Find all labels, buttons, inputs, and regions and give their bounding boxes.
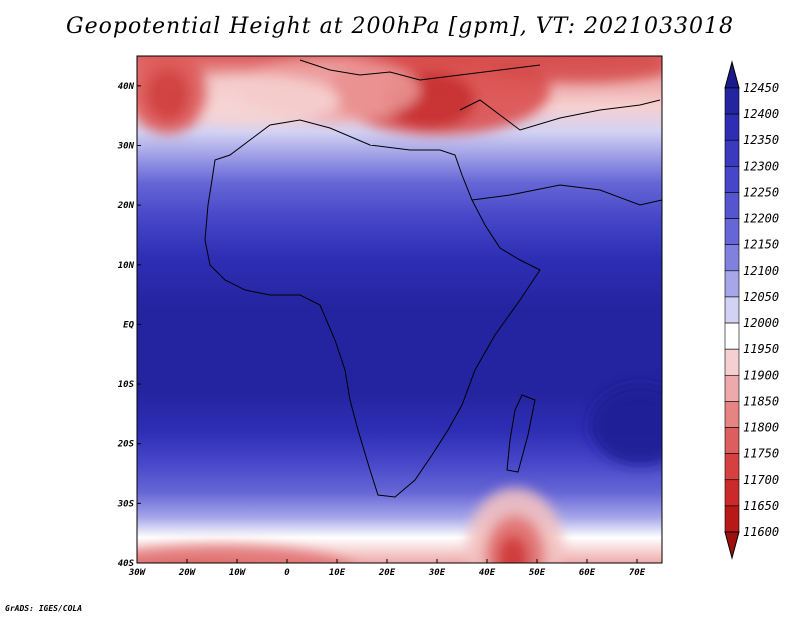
lon-tick-label: 10E <box>329 568 346 578</box>
colorbar-label: 12300 <box>743 159 779 173</box>
colorbar-swatch <box>724 166 740 193</box>
map-title: Geopotential Height at 200hPa [gpm], VT:… <box>66 14 734 39</box>
colorbar-max-arrow <box>724 60 740 89</box>
colorbar-min-arrow <box>724 531 740 560</box>
colorbar-swatch <box>724 348 740 376</box>
colorbar-swatch <box>724 244 740 272</box>
colorbar-swatch <box>724 296 740 324</box>
colorbar-label: 11650 <box>743 499 779 513</box>
colorbar-label: 12050 <box>743 290 779 304</box>
colorbar-swatch <box>724 218 740 246</box>
colorbar-label: 11950 <box>743 342 779 356</box>
colorbar: 12450 12400 12350 12300 12250 12200 12150 12100… <box>724 60 779 560</box>
lon-tick-label: 0 <box>284 568 290 578</box>
colorbar-swatch <box>724 401 740 428</box>
colorbar-swatch <box>724 139 740 167</box>
lat-tick-label: 10S <box>118 380 135 390</box>
lon-tick-label: 20W <box>178 568 197 578</box>
colorbar-label: 11600 <box>743 525 779 539</box>
plot-frame <box>136 55 663 564</box>
lat-tick-label: 40S <box>118 559 135 569</box>
colorbar-label: 12150 <box>743 238 779 252</box>
lat-tick-label: 30S <box>117 499 135 509</box>
lon-tick-label: 50E <box>529 568 546 578</box>
colorbar-label: 12350 <box>743 133 779 147</box>
colorbar-swatch <box>724 505 740 533</box>
colorbar-swatch <box>724 113 740 141</box>
colorbar-swatch <box>724 479 740 507</box>
coastlines <box>204 59 662 498</box>
colorbar-label: 12000 <box>743 316 779 330</box>
axis-ticks: 30W 20W 10W 0 10E 20E 30E 40E 50E 60E 70E 40N 30N 20N… <box>117 82 646 578</box>
colorbar-swatch <box>724 322 740 350</box>
colorbar-swatch <box>724 192 740 219</box>
colorbar-swatch <box>724 427 740 454</box>
colorbar-label: 12200 <box>743 212 779 226</box>
lon-tick-label: 30E <box>428 568 446 578</box>
colorbar-swatch <box>724 87 740 115</box>
lat-tick-label: 40N <box>118 82 135 92</box>
lon-tick-label: 10W <box>229 568 247 578</box>
lon-tick-label: 60E <box>579 568 596 578</box>
colorbar-label: 12100 <box>743 264 779 278</box>
colorbar-label: 12250 <box>743 185 779 199</box>
lat-tick-label: EQ <box>123 320 134 330</box>
colorbar-swatch <box>724 270 740 298</box>
anomaly-blobs <box>137 56 662 563</box>
lon-tick-label: 70E <box>629 568 646 578</box>
lon-tick-label: 30W <box>128 568 147 578</box>
colorbar-swatch <box>724 453 740 481</box>
colorbar-label: 11700 <box>743 473 779 487</box>
colorbar-swatch <box>724 374 740 402</box>
colorbar-label: 12450 <box>743 81 779 95</box>
lat-tick-label: 20S <box>117 440 135 450</box>
contour-field <box>137 56 662 563</box>
lat-tick-label: 10N <box>118 261 135 271</box>
colorbar-label: 11900 <box>743 368 779 382</box>
colorbar-label: 12400 <box>743 107 779 121</box>
colorbar-label: 11800 <box>743 421 779 435</box>
colorbar-label: 11750 <box>743 447 779 461</box>
lat-tick-label: 30N <box>117 141 135 151</box>
lon-tick-label: 40E <box>479 568 496 578</box>
lat-tick-label: 20N <box>117 201 135 211</box>
lon-tick-label: 20E <box>378 568 396 578</box>
credit-text: GrADS: IGES/COLA <box>5 604 83 613</box>
colorbar-label: 11850 <box>743 394 779 408</box>
